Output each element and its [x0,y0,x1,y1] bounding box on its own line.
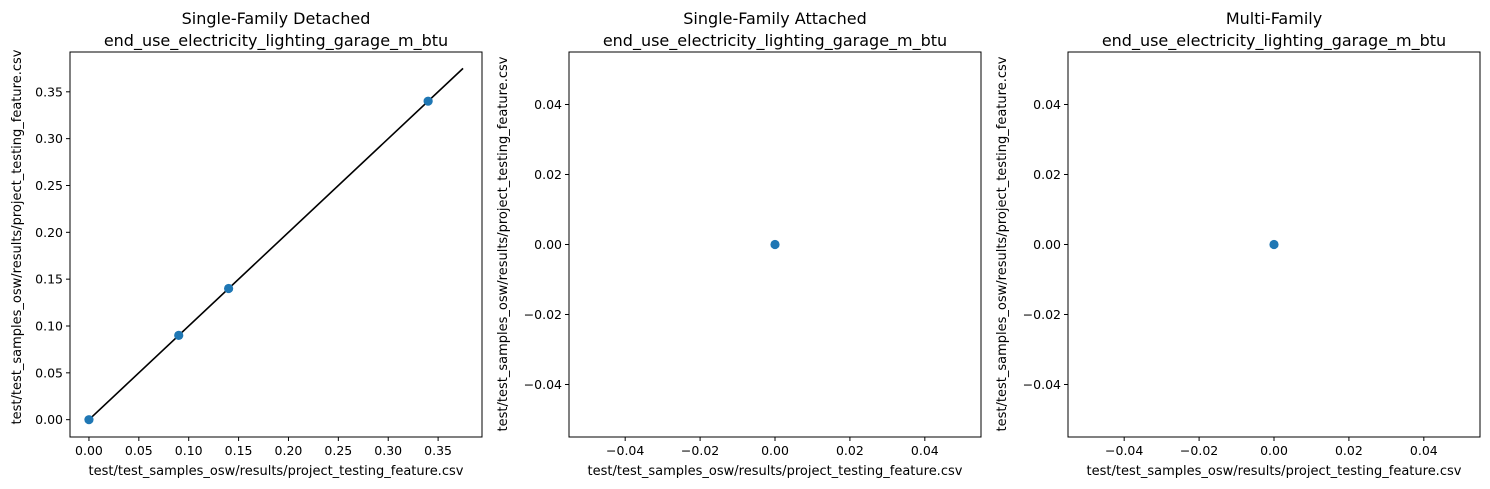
data-point [84,415,94,425]
y-tick-label: 0.04 [534,97,562,112]
subplot-multi-family: Multi-Family end_use_electricity_lightin… [995,9,1481,479]
chart-title-line-1: Multi-Family [1226,9,1322,28]
plot-area-frame [69,51,483,438]
x-tick-label: 0.02 [1335,443,1363,458]
data-point [423,96,433,106]
y-axis-label: test/test_samples_osw/results/project_te… [496,56,511,431]
y-tick-label: −0.02 [524,307,562,322]
y-tick-label: −0.04 [1023,377,1061,392]
y-axis-label: test/test_samples_osw/results/project_te… [10,49,25,424]
x-tick-label: 0.05 [125,443,153,458]
x-tick-label: 0.25 [324,443,352,458]
x-tick-label: 0.10 [175,443,203,458]
x-tick-label: 0.02 [836,443,864,458]
y-tick-label: 0.10 [35,318,63,333]
data-point [174,330,184,340]
x-tick-label: 0.00 [75,443,103,458]
x-tick-label: 0.20 [275,443,303,458]
x-tick-label: 0.15 [225,443,253,458]
data-point [770,239,780,250]
y-tick-label: 0.35 [35,84,63,99]
x-tick-label: 0.04 [1410,443,1438,458]
x-tick-label: 0.04 [911,443,939,458]
data-point [1269,239,1279,250]
y-tick-label: 0.00 [534,237,562,252]
subplot-single-family-attached: Single-Family Attached end_use_electrici… [496,9,982,479]
y-tick-label: −0.04 [524,377,562,392]
y-tick-label: 0.25 [35,178,63,193]
subplot-single-family-detached: Single-Family Detached end_use_electrici… [10,9,483,479]
plot-area-frame [568,51,982,438]
chart-title-line-2: end_use_electricity_lighting_garage_m_bt… [603,31,947,51]
x-tick-label: 0.00 [761,443,789,458]
reference-line [88,67,464,421]
x-axis-label: test/test_samples_osw/results/project_te… [89,464,464,479]
y-tick-label: 0.15 [35,272,63,287]
x-axis-label: test/test_samples_osw/results/project_te… [1087,464,1462,479]
chart-title-line-1: Single-Family Attached [683,9,866,28]
x-axis-label: test/test_samples_osw/results/project_te… [588,464,963,479]
plot-area-frame [1067,51,1481,438]
y-tick-label: 0.02 [1033,167,1061,182]
y-tick-label: 0.00 [35,412,63,427]
y-tick-label: 0.00 [1033,237,1061,252]
x-tick-label: −0.04 [1105,443,1143,458]
data-point [224,283,234,294]
x-tick-label: −0.04 [606,443,644,458]
y-tick-label: 0.04 [1033,97,1061,112]
chart-title-line-1: Single-Family Detached [182,9,371,28]
x-tick-label: −0.02 [681,443,719,458]
x-tick-label: 0.30 [374,443,402,458]
x-tick-label: 0.00 [1260,443,1288,458]
y-tick-label: 0.30 [35,131,63,146]
y-tick-label: 0.05 [35,365,63,380]
y-axis-label: test/test_samples_osw/results/project_te… [995,56,1010,431]
y-tick-label: 0.20 [35,225,63,240]
y-tick-label: 0.02 [534,167,562,182]
chart-title-line-2: end_use_electricity_lighting_garage_m_bt… [1102,31,1446,51]
x-tick-label: 0.35 [424,443,452,458]
chart-title-line-2: end_use_electricity_lighting_garage_m_bt… [104,31,448,51]
x-tick-label: −0.02 [1180,443,1218,458]
y-tick-label: −0.02 [1023,307,1061,322]
